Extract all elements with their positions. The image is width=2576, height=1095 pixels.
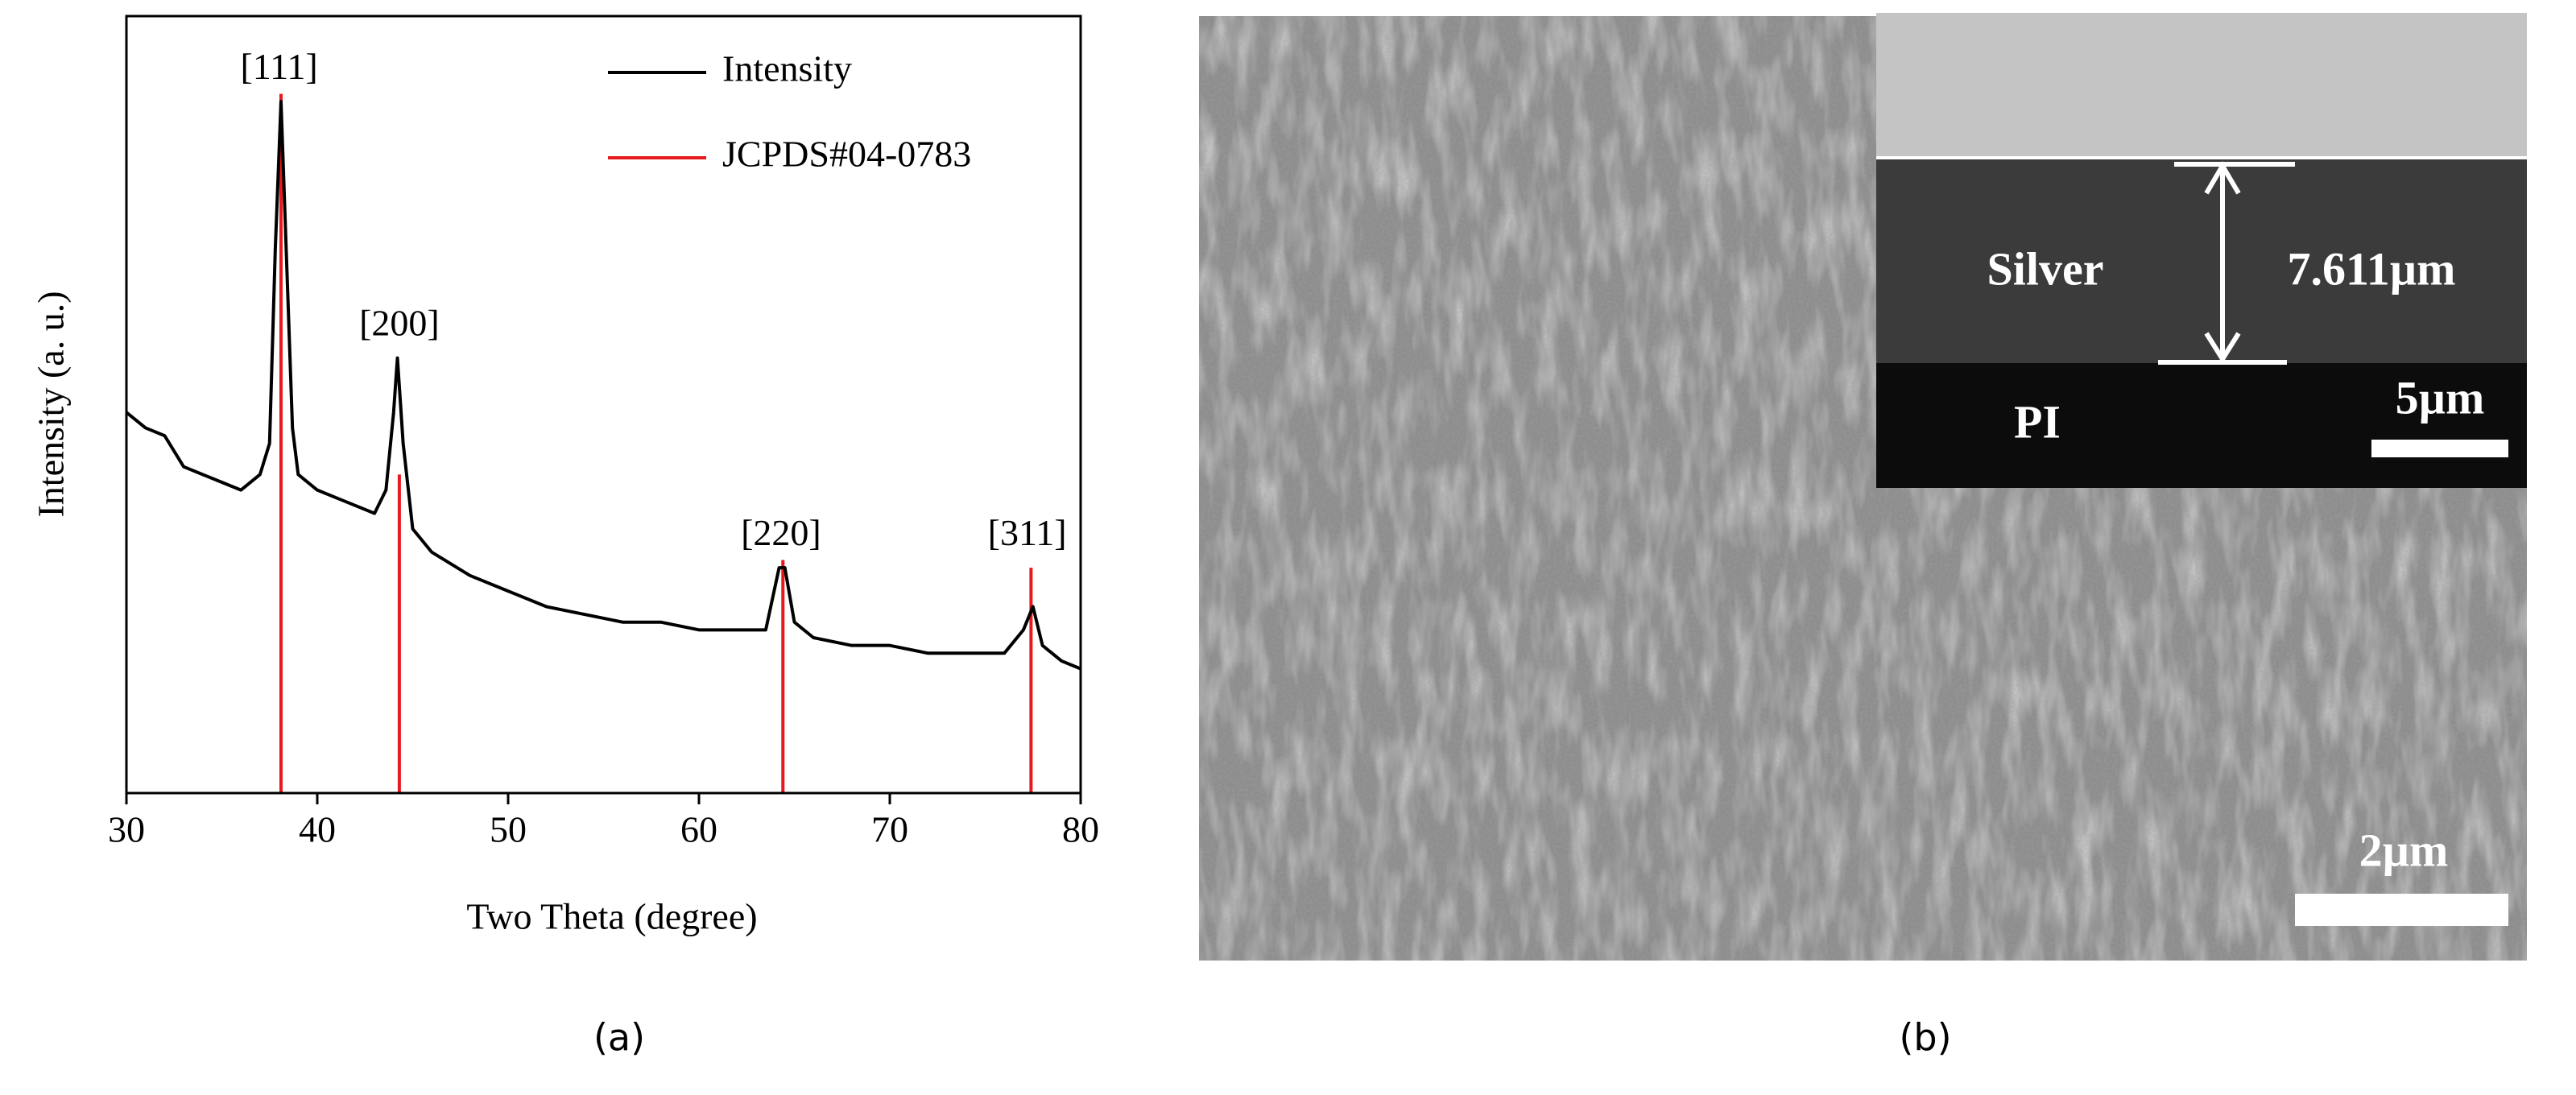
legend-label: Intensity bbox=[722, 48, 852, 89]
x-tick-label: 40 bbox=[299, 809, 336, 850]
peak-label: [200] bbox=[359, 303, 440, 344]
inset-scale-label: 5µm bbox=[2396, 371, 2485, 424]
intensity-line bbox=[125, 100, 1081, 671]
scale-bar bbox=[2295, 894, 2508, 926]
x-tick-label: 80 bbox=[1062, 809, 1099, 850]
inset-substrate-label: PI bbox=[2014, 395, 2061, 448]
x-tick-label: 50 bbox=[490, 809, 527, 850]
caption-b: (b) bbox=[1899, 1016, 1951, 1060]
x-tick-label: 30 bbox=[108, 809, 145, 850]
inset-layer-label: Silver bbox=[1987, 242, 2104, 295]
y-axis-label: Intensity (a. u.) bbox=[31, 291, 72, 517]
x-tick-label: 70 bbox=[871, 809, 908, 850]
peak-label: [111] bbox=[240, 46, 317, 87]
scale-label: 2µm bbox=[2359, 824, 2449, 876]
sem-inset bbox=[1876, 13, 2527, 488]
x-axis-label: Two Theta (degree) bbox=[466, 896, 757, 937]
caption-a: (a) bbox=[593, 1016, 645, 1060]
inset-thickness-label: 7.611µm bbox=[2287, 242, 2455, 295]
peak-label: [311] bbox=[988, 512, 1067, 553]
legend-label: JCPDS#04-0783 bbox=[722, 134, 971, 175]
plot-frame bbox=[125, 14, 1082, 795]
peak-label: [220] bbox=[741, 512, 821, 553]
x-tick-label: 60 bbox=[680, 809, 717, 850]
